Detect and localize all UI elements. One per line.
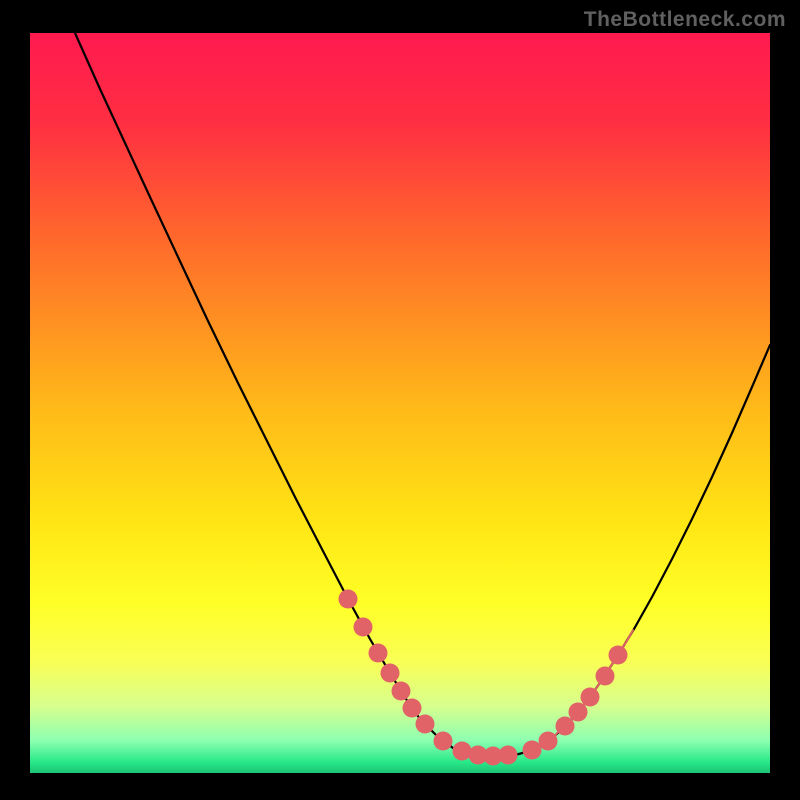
chart-svg	[30, 33, 770, 773]
credit-text: TheBottleneck.com	[584, 8, 786, 32]
chart-container: TheBottleneck.com	[0, 0, 800, 800]
plot-area	[30, 33, 770, 773]
